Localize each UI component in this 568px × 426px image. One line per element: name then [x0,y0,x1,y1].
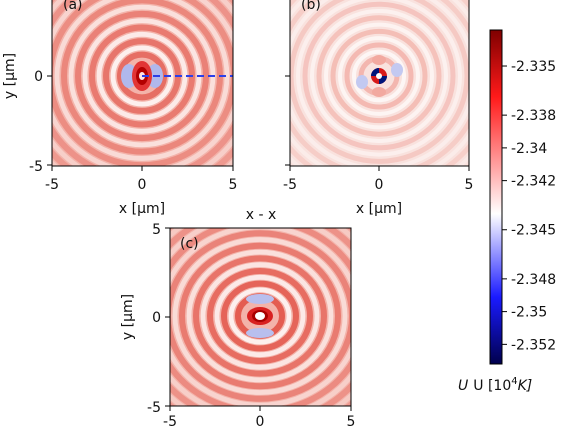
panel-b-core [356,55,403,97]
panel-c-ytick-neg5: -5 [147,400,161,416]
panel-a-xtick-0: 0 [138,177,147,193]
panel-a-xlabel: x [μm] [119,201,165,217]
panel-a-y-ticks: 0 -5 [29,69,52,175]
rings-a-red-ring-5 [52,0,233,166]
rings-c-light-ring-5 [170,228,351,406]
rings-b-red-ring-1 [344,42,414,110]
panel-c-xtick-neg5: -5 [163,414,177,426]
panel-a-ytick-0: 0 [34,69,43,85]
colorbar-gradient [489,29,503,365]
panel-c-xtick-5: 5 [347,414,356,426]
rings-c-light-ring-0 [228,287,292,345]
colorbar-ticks: -2.335 -2.338 -2.34 -2.342 -2.345 -2.348 -2.35… [502,59,556,353]
panel-b: (b) -5 0 5 x [μm] [283,0,473,217]
panel-b-xtick-0: 0 [375,177,384,193]
panel-a-ylabel: y [μm] [2,53,18,99]
panel-c-ylabel: y [μm] [120,294,136,340]
colorbar: -2.335 -2.338 -2.34 -2.342 -2.345 -2.348 -2.35… [458,29,556,394]
colorbar-label-prefix: U [10 [473,378,511,394]
colorbar-tick-label-2: -2.34 [511,141,547,157]
colorbar-tick-label-6: -2.35 [511,305,547,321]
panel-c-rings [170,228,351,406]
colorbar-tick-label-0: -2.335 [511,59,556,75]
colorbar-tick-label-3: -2.342 [511,174,556,190]
rings-b-light-ring-3 [310,9,448,143]
panel-b-label: (b) [301,0,321,13]
rings-b-red-ring-3 [316,15,442,137]
rings-a-light-ring-1 [96,31,188,121]
rings-a-light-ring-4 [54,0,230,161]
panel-c-ytick-0: 0 [152,310,161,326]
rings-c-light-ring-2 [200,262,320,370]
panel-a-x-ticks: -5 0 5 [45,166,237,193]
panel-b-y-ticks [285,75,290,166]
panel-c-ytick-5: 5 [152,222,161,238]
panel-b-xtick-neg5: -5 [283,177,297,193]
colorbar-tick-label-1: -2.338 [511,108,556,124]
rings-b-light-ring-4 [296,0,462,157]
panel-a: (a) 0 -5 -5 0 5 x [μm] y [μm] [2,0,237,217]
rings-c-red-ring-1 [221,280,299,352]
rings-c-red-ring-2 [207,268,313,364]
rings-c-light-ring-3 [186,249,334,383]
rings-b-light-ring-2 [324,22,434,130]
panel-b-x-ticks: -5 0 5 [283,166,473,193]
panel-b-xtick-5: 5 [465,177,474,193]
panel-c-core [246,294,274,338]
cut-annotation: x - x [246,207,277,223]
colorbar-tick-label-5: -2.348 [511,272,556,288]
colorbar-label-exp: 4 [511,376,517,387]
rings-c-red-ring-3 [193,255,327,377]
rings-b-light-ring-1 [338,36,420,116]
rings-b-red-ring-5 [290,0,469,164]
rings-a-red-ring-3 [75,10,209,142]
panel-c-xtick-0: 0 [256,414,265,426]
panel-b-xlabel: x [μm] [356,201,402,217]
panel-c-y-ticks: 5 0 -5 [147,222,170,416]
panel-a-ytick-neg5: -5 [29,159,43,175]
panel-a-xtick-neg5: -5 [45,177,59,193]
panel-c-x-ticks: -5 0 5 [163,406,355,426]
rings-c-red-ring-4 [179,242,341,390]
rings-b-light-ring-0 [352,49,406,103]
rings-c-red-ring-5 [170,230,351,402]
colorbar-label-unit: K] [518,378,533,394]
panel-b-rings [290,0,469,166]
colorbar-tick-label-4: -2.345 [511,223,556,239]
panel-c: (c) 5 0 -5 -5 0 5 y [μm] [120,222,355,426]
panel-a-label: (a) [63,0,83,13]
panel-c-label: (c) [180,236,199,252]
rings-c-light-ring-4 [172,237,348,395]
rings-c-light-ring-1 [214,274,306,358]
colorbar-tick-label-7: -2.352 [511,337,556,353]
rings-b-red-ring-2 [330,28,428,124]
panel-a-xtick-5: 5 [229,177,238,193]
rings-b-red-ring-4 [302,1,456,151]
